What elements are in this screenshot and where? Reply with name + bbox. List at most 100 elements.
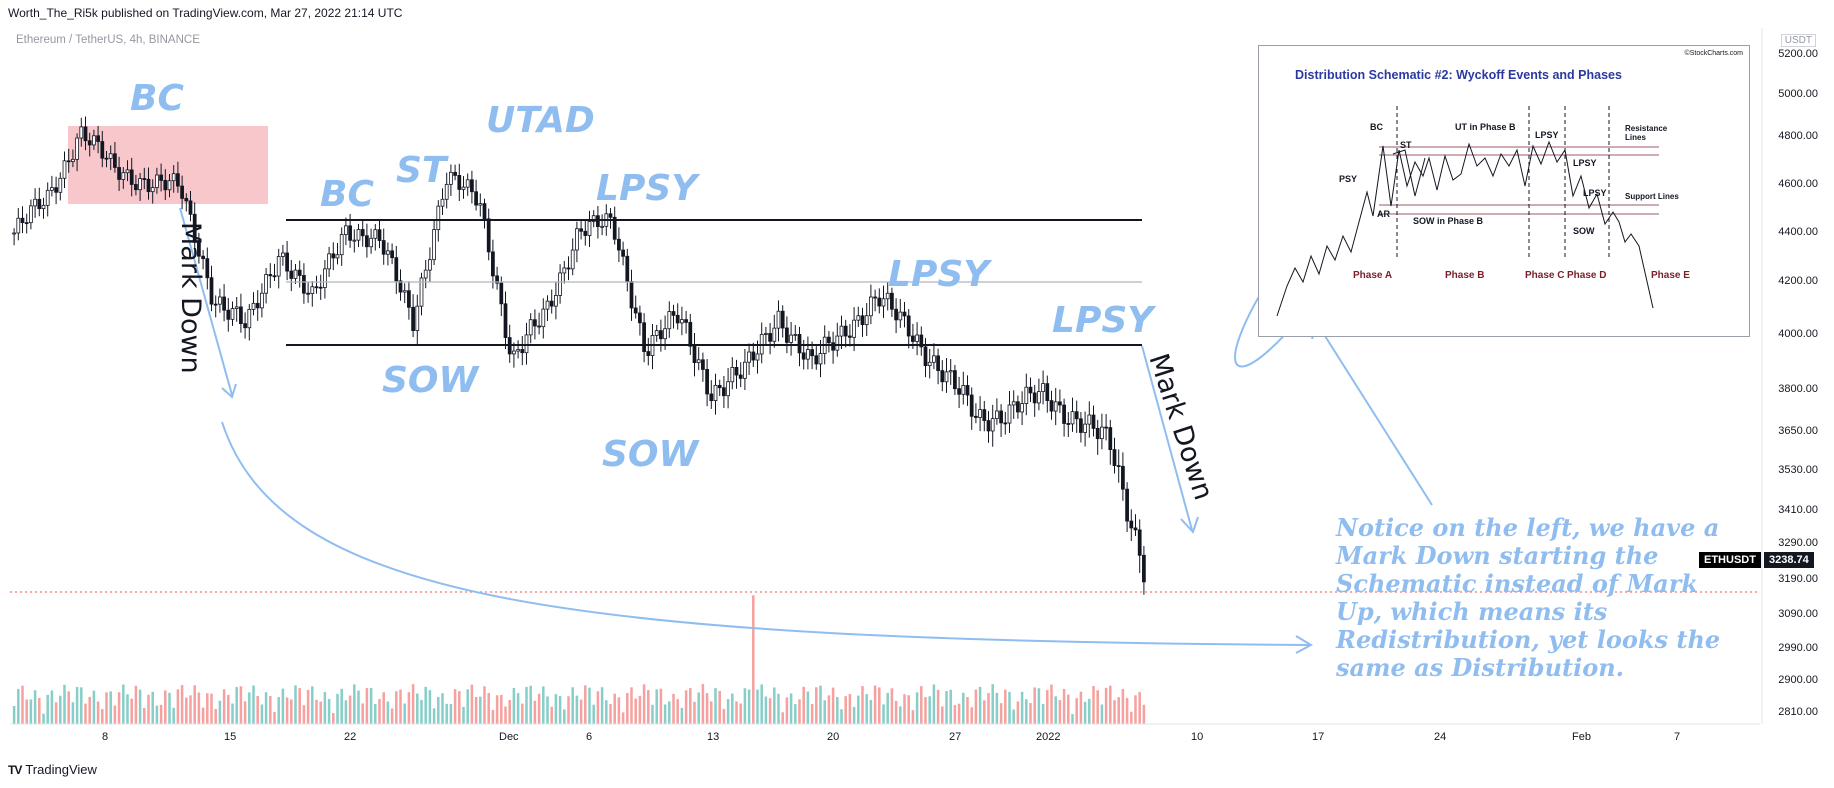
volume-bar (369, 687, 373, 724)
candle (1032, 392, 1037, 404)
volume-bar (710, 701, 713, 724)
candle (927, 361, 932, 367)
candle (898, 311, 903, 321)
candle (159, 174, 163, 181)
tradingview-footer[interactable]: TV TradingView (8, 762, 97, 777)
candle (524, 334, 529, 354)
candle (318, 286, 323, 289)
candle (717, 384, 722, 389)
candle (751, 351, 756, 361)
candle (163, 180, 168, 191)
volume-bar (256, 695, 259, 724)
volume-bar (815, 687, 818, 724)
volume-bar (382, 692, 385, 724)
candle (528, 319, 533, 336)
currency-badge[interactable]: USDT (1780, 34, 1816, 47)
volume-bar (185, 697, 188, 724)
volume-bar (836, 697, 839, 724)
candle (218, 296, 222, 305)
label-bc-2: BC (320, 174, 374, 215)
time-tick-label: 10 (1191, 731, 1204, 743)
volume-bar (714, 688, 717, 724)
volume-bar (424, 686, 427, 724)
volume-bar (445, 703, 448, 724)
candle (772, 327, 777, 342)
last-price-tag: 3238.74 (1764, 552, 1814, 568)
volume-bar (122, 684, 125, 724)
candle (512, 350, 516, 355)
candle (461, 186, 466, 190)
volume-bar (1046, 690, 1049, 724)
volume-bar (764, 696, 768, 724)
volume-bar (819, 685, 822, 724)
candle (780, 310, 785, 329)
candle (890, 292, 894, 310)
volume-bar (739, 703, 742, 724)
candle (1007, 404, 1012, 424)
candle (583, 230, 588, 236)
candle (999, 410, 1003, 424)
volume-bar (378, 699, 381, 724)
volume-bar (395, 691, 398, 724)
volume-bar (159, 704, 163, 724)
volume-bar (676, 699, 679, 724)
volume-bar (878, 687, 881, 724)
symbol-title[interactable]: Ethereum / TetherUS, 4h, BINANCE (16, 34, 200, 46)
volume-bar (298, 688, 301, 724)
volume-bar (970, 707, 973, 724)
candle (75, 137, 79, 160)
candle (684, 319, 688, 323)
candle (402, 290, 407, 293)
volume-bar (920, 686, 923, 724)
volume-bar (63, 684, 66, 724)
candle (911, 335, 915, 342)
candle (965, 385, 970, 396)
candle (848, 335, 852, 338)
candle (743, 361, 747, 379)
candle (197, 241, 201, 257)
volume-bar (731, 693, 734, 724)
volume-bar (1113, 700, 1116, 724)
annotation-arrows (179, 186, 1433, 654)
candle (713, 384, 718, 402)
volume-bar (890, 688, 894, 724)
candle (331, 253, 336, 259)
volume-bar (592, 704, 595, 724)
candle (54, 187, 58, 193)
candle (633, 307, 638, 314)
volume-bar (155, 705, 159, 724)
volume-bar (12, 706, 16, 724)
volume-bar (605, 700, 608, 724)
time-tick-label: 2022 (1036, 731, 1061, 743)
candle (415, 305, 420, 331)
volume-bar (844, 696, 847, 724)
candle (675, 314, 680, 324)
volume-bar (1054, 696, 1057, 724)
candle (785, 327, 789, 343)
volume-bar (306, 689, 310, 724)
candle (566, 267, 571, 270)
candle (243, 323, 247, 329)
candle (62, 160, 67, 179)
candle (1142, 554, 1146, 583)
volume-bar (84, 703, 87, 724)
candle (213, 303, 218, 306)
volume-bar (46, 694, 49, 724)
candle (16, 217, 21, 234)
price-tick-label: 4200.00 (1778, 275, 1818, 287)
candle (726, 381, 730, 397)
candle (978, 409, 982, 418)
candle (1041, 383, 1045, 393)
volume-bar (407, 692, 411, 724)
volume-bar (80, 687, 83, 724)
candle (659, 330, 663, 340)
volume-bar (529, 685, 532, 724)
volume-bar (235, 687, 238, 724)
candle (83, 126, 88, 142)
candle (142, 178, 147, 180)
candle (289, 270, 294, 279)
volume-bar (38, 697, 41, 724)
candle (432, 229, 436, 261)
volume-bar (311, 686, 314, 724)
candle (377, 229, 382, 241)
